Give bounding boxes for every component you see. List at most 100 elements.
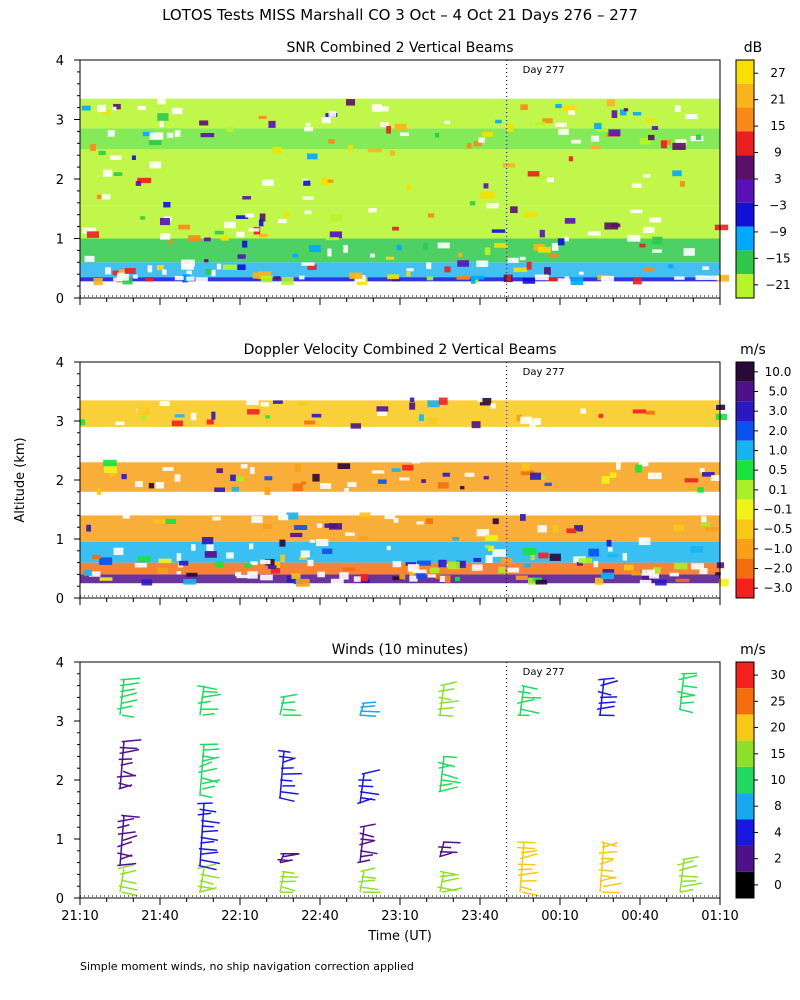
heatmap-cell <box>520 470 535 476</box>
colorbar-cell <box>736 362 754 382</box>
heatmap-cell <box>174 414 185 418</box>
heatmap-cell <box>412 459 421 464</box>
heatmap-cell <box>601 475 610 484</box>
heatmap-band <box>80 562 720 575</box>
wind-barb <box>281 886 296 892</box>
heatmap-cell <box>616 462 621 470</box>
wind-barb <box>517 698 535 705</box>
heatmap-cell <box>495 119 502 124</box>
heatmap-cell <box>259 213 266 222</box>
colorbar-cell <box>736 480 754 500</box>
wind-profile-line <box>119 679 125 716</box>
heatmap-cell <box>80 419 86 426</box>
heatmap-cell <box>186 276 195 281</box>
heatmap-cell <box>345 532 355 536</box>
heatmap-cell <box>532 577 542 582</box>
wind-profile-line <box>359 827 365 863</box>
wind-barb <box>361 875 377 880</box>
panel-2: Doppler Velocity Combined 2 Vertical Bea… <box>56 342 793 607</box>
heatmap-cell <box>529 420 536 428</box>
heatmap-cell <box>399 132 410 137</box>
heatmap-cell <box>92 554 101 560</box>
heatmap-cell <box>201 536 214 545</box>
heatmap-cell <box>672 142 686 150</box>
heatmap-cell <box>264 487 271 496</box>
heatmap-cell <box>240 464 248 469</box>
heatmap-cell <box>226 126 234 132</box>
heatmap-cell <box>187 264 194 270</box>
heatmap-cell <box>695 275 706 281</box>
heatmap-cell <box>156 264 164 271</box>
heatmap-cell <box>321 117 331 124</box>
wind-barb <box>681 701 694 705</box>
heatmap-cell <box>643 174 651 178</box>
heatmap-cell <box>316 523 322 528</box>
heatmap-cell <box>523 563 531 568</box>
heatmap-cell <box>158 558 172 564</box>
heatmap-cell <box>312 473 320 482</box>
colorbar-cell <box>736 155 754 179</box>
heatmap-cell <box>409 575 418 582</box>
heatmap-cell <box>167 240 174 244</box>
colorbar-label: −2.0 <box>763 562 792 576</box>
heatmap-cell <box>470 277 476 284</box>
heatmap-cell <box>84 255 95 262</box>
heatmap-cell <box>260 574 273 581</box>
heatmap-cell <box>719 269 724 273</box>
heatmap-cell <box>523 212 538 217</box>
heatmap-cell <box>598 413 604 418</box>
heatmap-cell <box>385 256 395 260</box>
heatmap-cell <box>304 420 316 425</box>
heatmap-cell <box>279 539 286 547</box>
heatmap-cell <box>576 561 583 566</box>
colorbar-cell <box>736 519 754 539</box>
colorbar-label: 5.0 <box>768 385 787 399</box>
heatmap-cell <box>386 545 391 551</box>
heatmap-cell <box>456 275 471 280</box>
heatmap-cell <box>122 513 130 519</box>
heatmap-cell <box>522 277 536 284</box>
heatmap-cell <box>606 539 612 547</box>
wind-barb <box>198 864 217 871</box>
y-tick-label: 0 <box>56 292 64 307</box>
heatmap-cell <box>386 125 392 134</box>
heatmap-cell <box>242 196 252 200</box>
y-tick-label: 2 <box>56 173 64 188</box>
wind-barb <box>280 791 299 795</box>
heatmap-cell <box>214 230 224 235</box>
wind-barb <box>598 869 614 873</box>
wind-profile-line <box>199 744 205 795</box>
wind-profile-line <box>119 815 125 866</box>
heatmap-cell <box>140 416 147 420</box>
heatmap-cell <box>675 139 687 146</box>
wind-barb <box>440 681 457 687</box>
wind-barb <box>438 846 452 849</box>
wind-barb <box>360 867 376 873</box>
colorbar-label: −3 <box>769 198 787 212</box>
colorbar-cell <box>736 421 754 441</box>
heatmap-cell <box>426 262 432 270</box>
wind-barb <box>678 708 694 714</box>
heatmap-cell <box>204 259 209 263</box>
heatmap-cell <box>281 277 294 285</box>
heatmap-cell <box>204 551 217 558</box>
heatmap-cell <box>260 275 273 283</box>
wind-barb <box>120 677 141 681</box>
heatmap-cell <box>359 512 371 518</box>
x-tick-label: 23:40 <box>461 909 498 924</box>
heatmap-cell <box>211 411 216 420</box>
heatmap-cell <box>555 104 562 109</box>
heatmap-cell <box>516 414 523 422</box>
colorbar-cell <box>736 226 754 251</box>
heatmap-cell <box>447 561 460 570</box>
colorbar-cell <box>736 440 754 461</box>
colorbar-cell <box>736 740 754 767</box>
heatmap-cell <box>204 237 211 242</box>
heatmap-cell <box>159 400 170 407</box>
heatmap-cell <box>652 567 661 574</box>
wind-barb <box>278 755 294 759</box>
wind-barb <box>201 777 219 784</box>
heatmap-cell <box>97 104 106 112</box>
heatmap-cell <box>107 130 115 137</box>
